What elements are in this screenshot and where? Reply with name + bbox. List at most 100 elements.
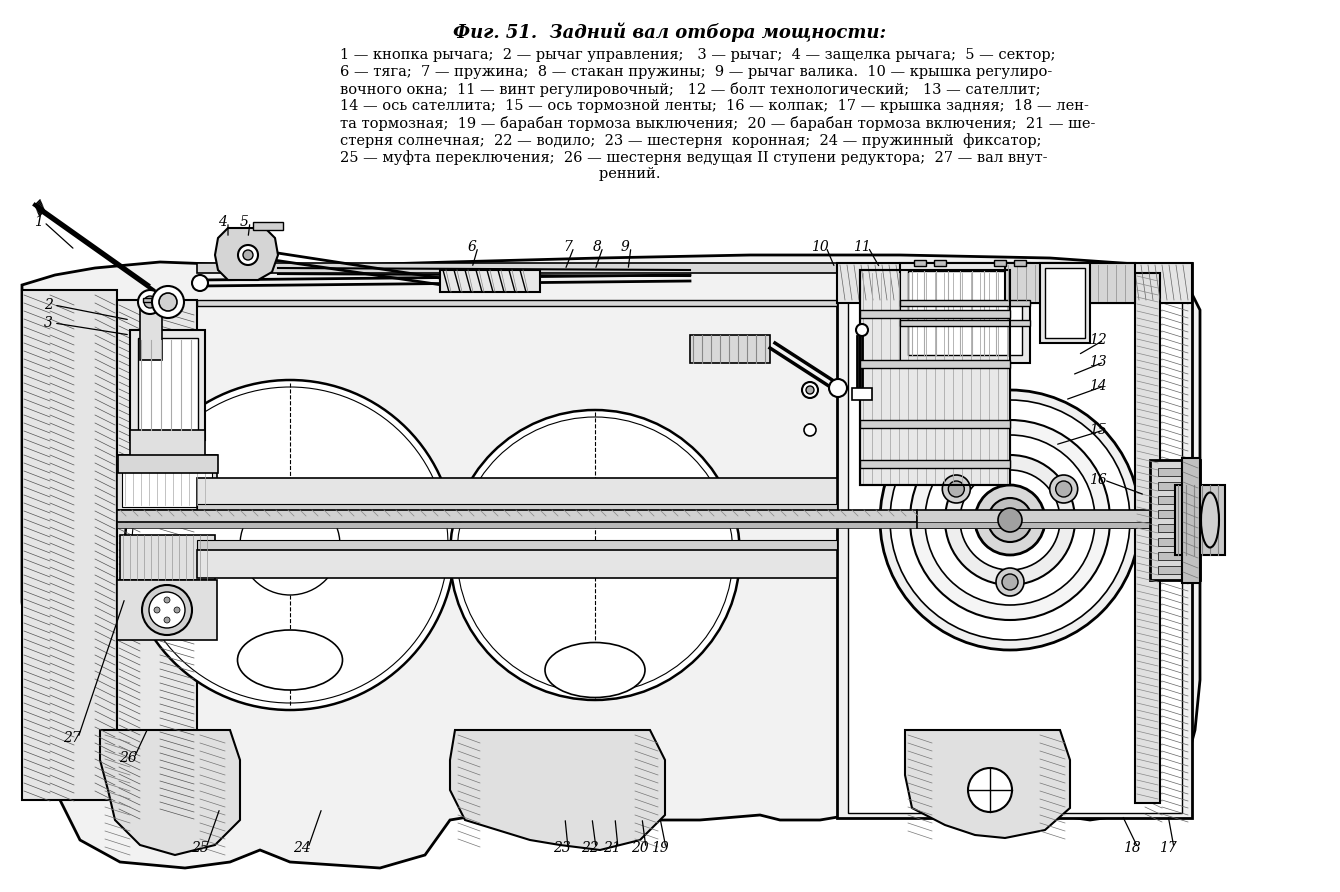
Text: 13: 13: [1089, 355, 1107, 369]
Text: 1 — кнопка рычага;  2 — рычаг управления;   3 — рычаг;  4 — защелка рычага;  5 —: 1 — кнопка рычага; 2 — рычаг управления;…: [340, 48, 1056, 62]
Bar: [130, 430, 205, 460]
Bar: [117, 510, 917, 522]
Text: 14: 14: [1089, 379, 1107, 393]
Text: 6 — тяга;  7 — пружина;  8 — стакан пружины;  9 — рычаг валика.  10 — крышка рег: 6 — тяга; 7 — пружина; 8 — стакан пружин…: [340, 65, 1052, 79]
Circle shape: [925, 435, 1095, 605]
Bar: [121, 535, 214, 580]
Bar: [1158, 552, 1193, 560]
Text: Фиг. 51.  Задний вал отбора мощности:: Фиг. 51. Задний вал отбора мощности:: [453, 22, 887, 42]
Circle shape: [967, 768, 1012, 812]
Bar: [848, 273, 1182, 813]
Bar: [118, 455, 218, 473]
Bar: [860, 420, 1010, 428]
Bar: [117, 455, 217, 510]
Circle shape: [138, 290, 162, 314]
Bar: [994, 260, 1006, 266]
Text: 21: 21: [603, 841, 620, 855]
Circle shape: [890, 400, 1130, 640]
Bar: [253, 222, 283, 230]
Bar: [1158, 496, 1193, 504]
Bar: [440, 270, 540, 292]
Bar: [197, 263, 838, 273]
Text: 6: 6: [468, 240, 477, 254]
Bar: [1005, 263, 1135, 303]
Bar: [917, 510, 1197, 528]
Circle shape: [151, 286, 184, 318]
Bar: [900, 263, 1030, 363]
Polygon shape: [214, 228, 277, 280]
Text: 15: 15: [1089, 423, 1107, 437]
Circle shape: [239, 245, 259, 265]
Circle shape: [240, 495, 340, 595]
Circle shape: [880, 390, 1140, 650]
Circle shape: [829, 379, 847, 397]
Bar: [860, 460, 1010, 468]
Bar: [914, 260, 926, 266]
Bar: [197, 478, 838, 508]
Bar: [197, 550, 838, 578]
Text: стерня солнечная;  22 — водило;  23 — шестерня  коронная;  24 — пружинный  фикса: стерня солнечная; 22 — водило; 23 — шест…: [340, 133, 1041, 148]
Circle shape: [976, 485, 1045, 555]
Bar: [917, 522, 1197, 528]
Bar: [21, 290, 117, 800]
Bar: [1158, 524, 1193, 532]
Bar: [900, 320, 1030, 326]
Text: вочного окна;  11 — винт регулировочный;   12 — болт технологический;   13 — сат: вочного окна; 11 — винт регулировочный; …: [340, 82, 1041, 97]
Bar: [860, 360, 1010, 368]
Circle shape: [949, 481, 965, 497]
Text: ренний.: ренний.: [340, 167, 661, 181]
Text: 4: 4: [217, 215, 226, 229]
Bar: [1150, 460, 1201, 580]
Circle shape: [149, 592, 185, 628]
Circle shape: [910, 420, 1110, 620]
Ellipse shape: [1201, 492, 1219, 548]
Bar: [0, 195, 1340, 892]
Circle shape: [192, 275, 208, 291]
Text: 9: 9: [620, 240, 630, 254]
Bar: [1158, 538, 1193, 546]
Polygon shape: [905, 730, 1071, 838]
Bar: [860, 270, 1010, 485]
Polygon shape: [450, 730, 665, 850]
Text: 27: 27: [63, 731, 80, 745]
Text: 26: 26: [119, 751, 137, 765]
Circle shape: [1056, 481, 1072, 497]
Bar: [130, 330, 205, 440]
Bar: [838, 263, 1193, 303]
Circle shape: [1049, 475, 1077, 503]
Bar: [197, 540, 838, 550]
Circle shape: [856, 324, 868, 336]
Text: 22: 22: [582, 841, 599, 855]
Text: 5: 5: [240, 215, 248, 229]
Text: 10: 10: [811, 240, 829, 254]
Bar: [860, 270, 1010, 485]
Text: 7: 7: [564, 240, 572, 254]
Bar: [900, 300, 1030, 306]
Text: 25 — муфта переключения;  26 — шестерня ведущая II ступени редуктора;  27 — вал : 25 — муфта переключения; 26 — шестерня в…: [340, 150, 1048, 165]
Bar: [1040, 263, 1089, 343]
Text: 8: 8: [592, 240, 602, 254]
Text: 2: 2: [44, 298, 52, 312]
Bar: [139, 300, 162, 360]
Bar: [860, 310, 1010, 318]
Polygon shape: [21, 255, 1201, 868]
Circle shape: [143, 296, 155, 308]
Bar: [909, 271, 1022, 355]
Bar: [117, 580, 217, 640]
Bar: [143, 298, 159, 302]
Text: 16: 16: [1089, 473, 1107, 487]
Circle shape: [945, 455, 1075, 585]
Text: 23: 23: [553, 841, 571, 855]
Circle shape: [988, 498, 1032, 542]
Bar: [934, 260, 946, 266]
Text: 1: 1: [34, 215, 43, 229]
Circle shape: [998, 508, 1022, 532]
Text: 11: 11: [854, 240, 871, 254]
Text: 24: 24: [293, 841, 311, 855]
Circle shape: [803, 382, 817, 398]
Circle shape: [174, 607, 180, 613]
Bar: [1182, 458, 1201, 583]
Bar: [122, 458, 212, 507]
Bar: [197, 300, 838, 306]
Bar: [1135, 273, 1160, 803]
